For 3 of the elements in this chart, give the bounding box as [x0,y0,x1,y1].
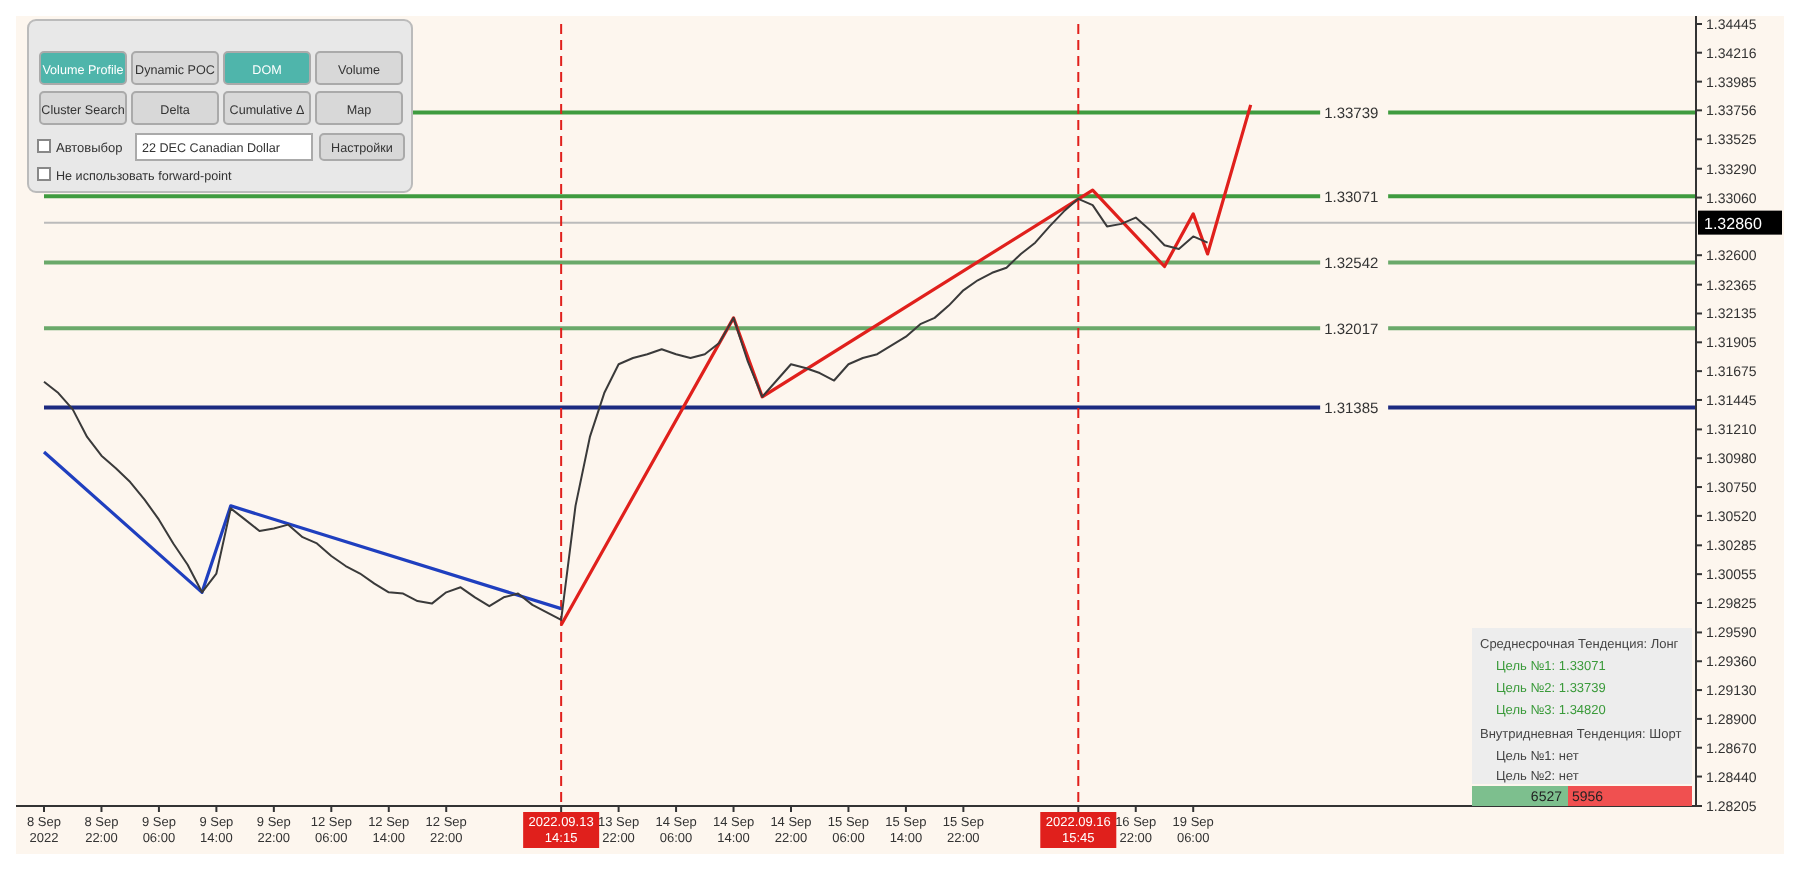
line-series [42,450,563,611]
ref-line-label: 1.32860 [1704,214,1763,233]
line-series [43,197,1209,621]
